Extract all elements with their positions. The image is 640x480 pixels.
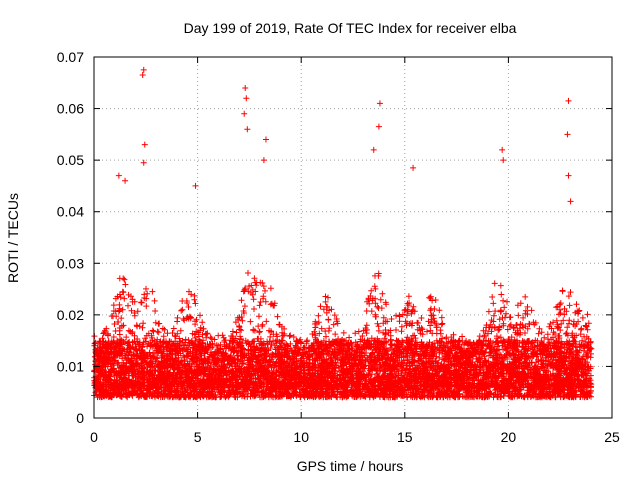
x-tick-label: 15 [397, 429, 413, 445]
y-axis-label: ROTI / TECUs [5, 193, 21, 283]
spike-point [260, 157, 267, 164]
x-tick-label: 20 [501, 429, 517, 445]
spike-point [241, 110, 248, 117]
spike-point [139, 72, 146, 79]
x-tick-label: 25 [604, 429, 620, 445]
spike-point [376, 100, 383, 107]
x-axis-label: GPS time / hours [297, 458, 404, 474]
x-tick-label: 5 [194, 429, 202, 445]
y-tick-label: 0.01 [57, 358, 84, 374]
spike-point [500, 157, 507, 164]
spike-point [370, 146, 377, 153]
spike-point [192, 182, 199, 189]
y-tick-label: 0.03 [57, 255, 84, 271]
spike-point [115, 172, 122, 179]
point-cloud [91, 270, 595, 401]
y-tick-label: 0.05 [57, 152, 84, 168]
chart-title: Day 199 of 2019, Rate Of TEC Index for r… [184, 20, 517, 36]
data-points [91, 66, 595, 401]
spike-point [564, 131, 571, 138]
y-tick-label: 0.07 [57, 49, 84, 65]
spike-point [243, 95, 250, 102]
spike-point [375, 123, 382, 130]
x-tick-label: 10 [293, 429, 309, 445]
spike-point [141, 141, 148, 148]
spike-point [122, 177, 129, 184]
axes: 0 5 10 15 20 25 0 0.01 0.02 0.03 0.04 0.05 0.06 0.07 [57, 49, 620, 445]
spike-point [140, 159, 147, 166]
y-tick-label: 0 [76, 410, 84, 426]
spike-point [262, 136, 269, 143]
spike-point [567, 198, 574, 205]
spike-point [410, 164, 417, 171]
y-tick-label: 0.06 [57, 101, 84, 117]
x-tick-label: 0 [90, 429, 98, 445]
spike-point [140, 66, 147, 73]
spike-point [565, 172, 572, 179]
plot-frame [93, 56, 613, 419]
y-tick-label: 0.02 [57, 307, 84, 323]
spike-point [244, 126, 251, 133]
spike-point [242, 84, 249, 91]
y-tick-label: 0.04 [57, 204, 84, 220]
spike-point [499, 146, 506, 153]
spike-point [565, 97, 572, 104]
